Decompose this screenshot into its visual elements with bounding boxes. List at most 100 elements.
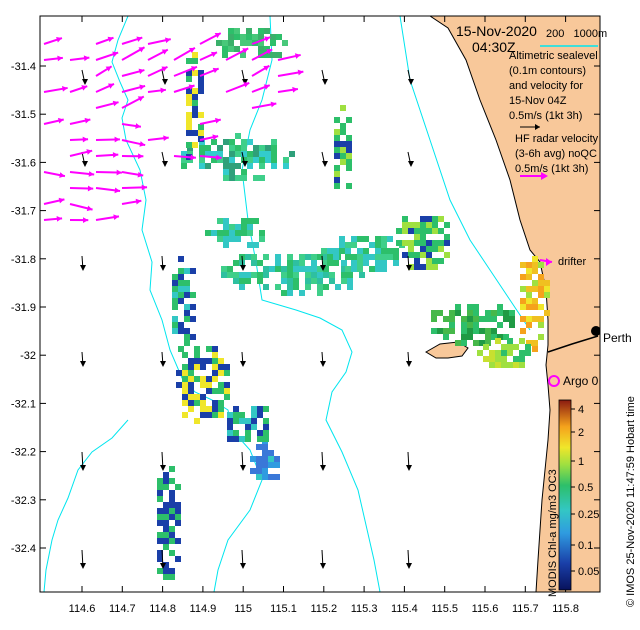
chl-pixel xyxy=(538,286,544,292)
chl-pixel xyxy=(259,230,265,236)
chl-pixel xyxy=(305,266,311,272)
chl-pixel xyxy=(223,218,229,224)
chl-pixel xyxy=(287,260,293,266)
y-tick-label: -32.3 xyxy=(11,495,36,507)
chl-pixel xyxy=(431,310,437,316)
chl-pixel xyxy=(437,310,443,316)
chl-pixel xyxy=(287,284,293,290)
altimetry-arrow-head xyxy=(240,265,246,271)
chl-pixel xyxy=(449,316,455,322)
chl-pixel xyxy=(175,484,181,490)
chl-pixel xyxy=(347,284,353,290)
city-label-perth: Perth xyxy=(603,331,632,345)
chl-pixel xyxy=(414,222,420,228)
chl-pixel xyxy=(229,236,235,242)
chl-pixel xyxy=(525,350,531,356)
chl-pixel xyxy=(532,280,538,286)
chl-pixel xyxy=(408,222,414,228)
chl-pixel xyxy=(414,258,420,264)
radar-arrow-head xyxy=(58,197,65,204)
chl-pixel xyxy=(218,412,224,418)
chl-pixel xyxy=(467,310,473,316)
chl-pixel xyxy=(455,340,461,346)
chl-pixel xyxy=(340,129,346,135)
chl-pixel xyxy=(346,153,352,159)
chl-pixel xyxy=(270,52,276,58)
x-tick-label: 115.8 xyxy=(552,603,579,615)
chl-pixel xyxy=(333,260,339,266)
chl-pixel xyxy=(501,356,507,362)
radar-arrow-head xyxy=(242,48,249,54)
chl-pixel xyxy=(223,157,229,163)
chl-pixel xyxy=(317,290,323,296)
chl-pixel xyxy=(375,242,381,248)
chl-pixel xyxy=(212,370,218,376)
radar-arrow-head xyxy=(114,187,121,194)
radar-arrow-head xyxy=(83,55,90,62)
chl-pixel xyxy=(257,272,263,278)
colorbar-tick-label: 2 xyxy=(578,427,584,439)
x-tick-label: 115.2 xyxy=(310,603,337,615)
chl-pixel xyxy=(259,157,265,163)
chl-pixel xyxy=(182,412,188,418)
chl-pixel xyxy=(420,234,426,240)
chl-pixel xyxy=(432,222,438,228)
chl-pixel xyxy=(157,550,163,556)
chl-pixel xyxy=(188,358,194,364)
chl-pixel xyxy=(340,159,346,165)
chl-pixel xyxy=(345,266,351,272)
chl-pixel xyxy=(218,388,224,394)
radar-arrow-head xyxy=(56,36,62,43)
chl-pixel xyxy=(438,240,444,246)
radar-arrow-head xyxy=(137,171,144,178)
chl-pixel xyxy=(477,350,483,356)
chl-pixel xyxy=(526,286,532,292)
radar-arrow-head xyxy=(112,100,119,107)
chl-pixel xyxy=(229,224,235,230)
chl-pixel xyxy=(420,240,426,246)
chl-pixel xyxy=(258,34,264,40)
chl-pixel xyxy=(263,254,269,260)
chl-pixel xyxy=(184,286,190,292)
chl-pixel xyxy=(206,412,212,418)
chl-pixel xyxy=(200,412,206,418)
chl-pixel xyxy=(408,252,414,258)
chl-pixel xyxy=(192,112,198,118)
chl-pixel xyxy=(211,230,217,236)
x-tick-label: 115.1 xyxy=(270,603,297,615)
chl-pixel xyxy=(507,338,513,344)
chl-pixel xyxy=(526,274,532,280)
chl-pixel xyxy=(253,242,259,248)
chl-pixel xyxy=(264,28,270,34)
chl-pixel xyxy=(369,266,375,272)
altimetry-arrow-head xyxy=(322,161,328,167)
chl-pixel xyxy=(317,278,323,284)
chl-pixel xyxy=(327,260,333,266)
chl-pixel xyxy=(212,364,218,370)
chl-pixel xyxy=(181,163,187,169)
altimetry-arrow-head xyxy=(406,361,412,367)
chl-pixel xyxy=(426,258,432,264)
chl-pixel xyxy=(163,574,169,580)
chl-pixel xyxy=(262,450,268,456)
radar-arrow-head xyxy=(161,49,168,55)
chl-pixel xyxy=(194,418,200,424)
radar-arrow-head xyxy=(165,37,171,44)
chl-pixel xyxy=(263,430,269,436)
chl-pixel xyxy=(235,230,241,236)
chl-pixel xyxy=(544,292,550,298)
chl-pixel xyxy=(186,58,192,64)
chl-pixel xyxy=(256,474,262,480)
chl-pixel xyxy=(455,310,461,316)
chl-pixel xyxy=(283,157,289,163)
chl-pixel xyxy=(229,139,235,145)
chl-pixel xyxy=(239,412,245,418)
chl-pixel xyxy=(262,456,268,462)
chl-pixel xyxy=(519,350,525,356)
y-tick-label: -32 xyxy=(20,350,36,362)
chl-pixel xyxy=(163,544,169,550)
chl-pixel xyxy=(259,163,265,169)
chl-pixel xyxy=(178,268,184,274)
colorbar xyxy=(558,399,572,591)
